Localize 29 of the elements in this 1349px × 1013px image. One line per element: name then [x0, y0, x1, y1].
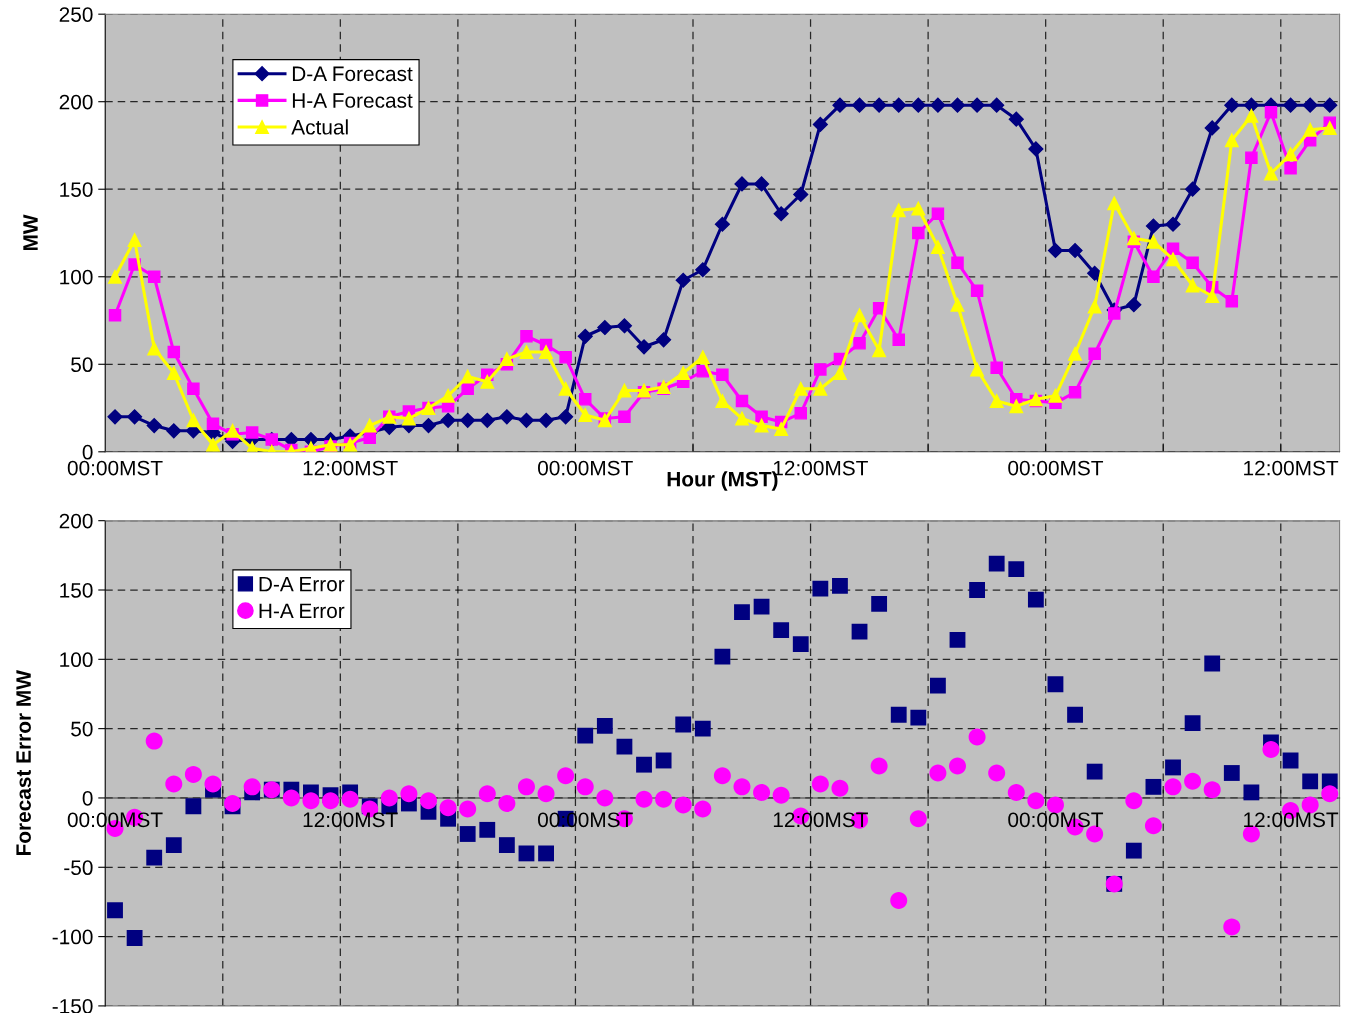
y-tick-label: 200 — [59, 94, 93, 110]
legend-label: H-A Forecast — [292, 93, 413, 108]
y-tick-label: -100 — [52, 929, 93, 945]
legend-label: Actual — [291, 119, 348, 135]
y-tick-label: 0 — [82, 444, 93, 460]
x-tick-label: 12:00MST — [1244, 460, 1339, 476]
y-axis-title: Forecast Error MW — [16, 670, 31, 856]
y-tick-label: 100 — [60, 269, 93, 285]
x-tick-label: 00:00MST — [1008, 812, 1104, 828]
legend-label: D-A Forecast — [292, 66, 413, 82]
y-tick-label: 0 — [82, 790, 93, 806]
y-axis-title: MW — [23, 214, 38, 251]
y-tick-label: 100 — [60, 652, 93, 668]
y-tick-label: 50 — [71, 357, 93, 373]
y-tick-label: 50 — [71, 721, 93, 737]
x-tick-label: 12:00MST — [303, 460, 398, 476]
x-tick-label: 12:00MST — [1244, 812, 1339, 828]
y-tick-label: 250 — [59, 7, 93, 22]
y-tick-label: 200 — [59, 513, 93, 529]
x-tick-label: 00:00MST — [67, 460, 163, 476]
x-tick-label: 00:00MST — [1008, 460, 1104, 476]
x-tick-label: 00:00MST — [538, 460, 633, 476]
y-tick-label: -150 — [52, 998, 93, 1013]
legend-label: D-A Error — [259, 576, 345, 592]
y-tick-label: 150 — [60, 583, 93, 598]
legend-label: H-A Error — [259, 603, 345, 619]
y-tick-label: 150 — [60, 182, 93, 197]
x-tick-label: 12:00MST — [303, 812, 398, 828]
y-tick-label: -50 — [64, 860, 93, 876]
